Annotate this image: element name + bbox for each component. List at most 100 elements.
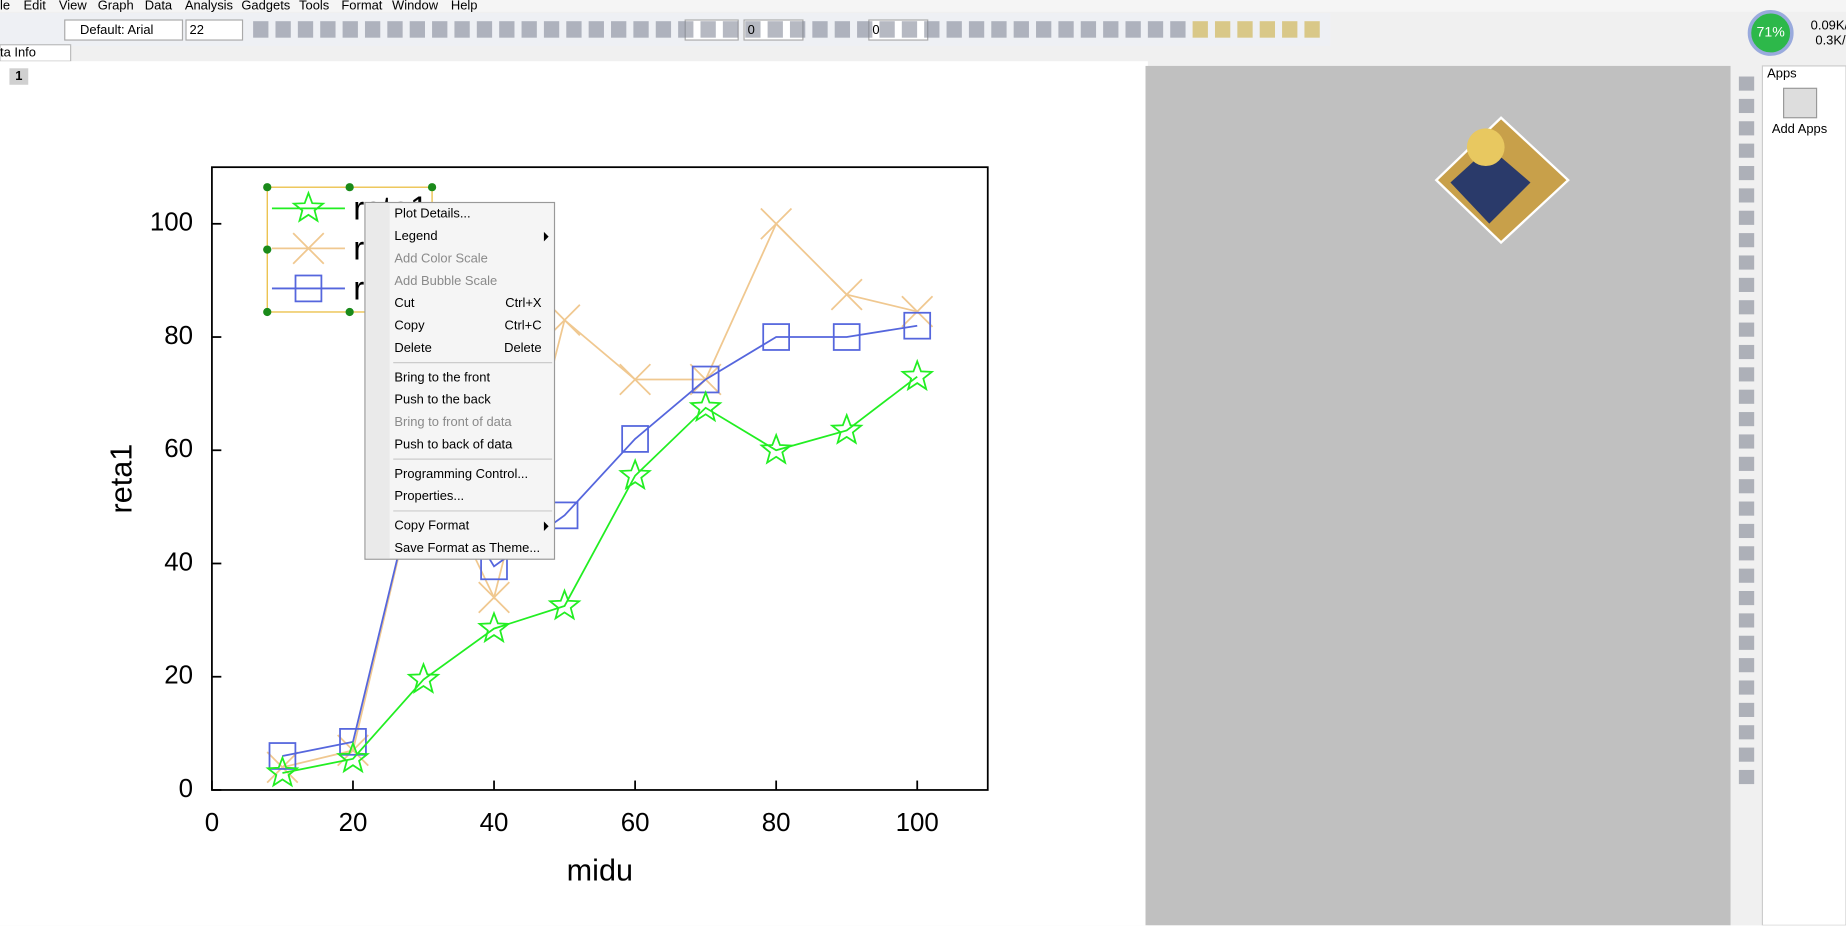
tool-button[interactable]: [275, 21, 291, 38]
tool-button[interactable]: [1738, 568, 1755, 583]
menu-item[interactable]: Tools: [299, 0, 329, 12]
tool-button[interactable]: [789, 21, 806, 38]
tool-button[interactable]: [655, 21, 672, 38]
tool-button[interactable]: [1738, 233, 1755, 248]
selection-handle[interactable]: [263, 307, 272, 317]
tool-button[interactable]: [476, 21, 493, 38]
tool-button[interactable]: [1738, 635, 1755, 650]
tool-button[interactable]: [342, 21, 358, 38]
tool-button[interactable]: [1738, 523, 1755, 539]
tool-button[interactable]: [253, 21, 269, 38]
tool-button[interactable]: [588, 21, 604, 38]
tool-button[interactable]: [1304, 21, 1320, 38]
tool-button[interactable]: [1738, 389, 1755, 404]
tool-button[interactable]: [1738, 412, 1755, 427]
tool-button[interactable]: [1192, 21, 1208, 38]
tool-button[interactable]: [320, 21, 336, 38]
menu-item[interactable]: Save Format as Theme...: [394, 540, 540, 555]
menu-item[interactable]: Copy Format: [394, 518, 469, 533]
tool-button[interactable]: [812, 21, 828, 38]
menu-item[interactable]: Format: [341, 0, 382, 12]
menu-item[interactable]: Analysis: [185, 0, 233, 12]
tool-button[interactable]: [454, 21, 470, 38]
tool-button[interactable]: [543, 21, 560, 38]
menu-item[interactable]: Graph: [98, 0, 134, 12]
selection-handle[interactable]: [427, 183, 437, 192]
tool-button[interactable]: [1738, 702, 1755, 717]
tool-button[interactable]: [879, 21, 895, 38]
tool-button[interactable]: [1738, 300, 1755, 315]
menu-item[interactable]: Data: [145, 0, 173, 12]
tool-button[interactable]: [521, 21, 537, 38]
line-width[interactable]: 0: [872, 22, 879, 37]
tool-button[interactable]: [1738, 546, 1755, 561]
tool-button[interactable]: [700, 21, 716, 38]
tool-button[interactable]: [1036, 21, 1052, 38]
menu-item[interactable]: le: [0, 0, 10, 12]
tool-button[interactable]: [566, 21, 582, 38]
tool-button[interactable]: [767, 21, 783, 38]
menu-item[interactable]: Delete: [394, 340, 431, 355]
tool-button[interactable]: [1125, 21, 1141, 38]
tool-button[interactable]: [722, 21, 739, 38]
menu-item[interactable]: Plot Details...: [394, 206, 470, 221]
tool-button[interactable]: [1738, 456, 1755, 471]
line-width[interactable]: 0: [748, 22, 755, 37]
menu-item[interactable]: Copy: [394, 318, 425, 333]
tool-button[interactable]: [409, 21, 426, 38]
tool-button[interactable]: [946, 21, 962, 38]
tool-button[interactable]: [432, 21, 448, 38]
tool-button[interactable]: [1259, 21, 1276, 38]
tool-button[interactable]: [1738, 210, 1755, 225]
menu-item[interactable]: Cut: [394, 295, 415, 310]
menu-item[interactable]: Properties...: [394, 488, 464, 503]
tool-button[interactable]: [1738, 121, 1755, 136]
tool-button[interactable]: [1738, 98, 1755, 114]
menu-item[interactable]: Help: [451, 0, 478, 12]
page-number[interactable]: 1: [15, 68, 22, 83]
tab-label[interactable]: ta Info: [0, 44, 36, 59]
tool-button[interactable]: [1738, 165, 1755, 181]
menu-item[interactable]: View: [59, 0, 87, 12]
menu-item[interactable]: Edit: [24, 0, 47, 12]
menu-item[interactable]: Push to the back: [394, 392, 491, 407]
selection-handle[interactable]: [345, 307, 354, 317]
selection-handle[interactable]: [263, 183, 272, 192]
selection-handle[interactable]: [263, 245, 272, 254]
selection-handle[interactable]: [345, 183, 354, 192]
tool-button[interactable]: [1738, 725, 1755, 740]
tool-button[interactable]: [364, 21, 381, 38]
tool-button[interactable]: [968, 21, 985, 38]
tool-button[interactable]: [1738, 680, 1755, 695]
tool-button[interactable]: [1738, 277, 1755, 292]
tool-button[interactable]: [633, 21, 649, 38]
tool-button[interactable]: [1147, 21, 1164, 38]
tool-button[interactable]: [901, 21, 918, 38]
tool-button[interactable]: [1738, 501, 1755, 516]
menu-item[interactable]: Push to back of data: [394, 436, 513, 451]
add-apps[interactable]: Add Apps: [1772, 121, 1827, 136]
tool-button[interactable]: [1738, 747, 1755, 762]
menu-item[interactable]: Legend: [394, 228, 437, 243]
tool-button[interactable]: [1738, 188, 1755, 203]
menu-item[interactable]: Window: [392, 0, 439, 12]
page-tab[interactable]: [9, 68, 29, 85]
tool-button[interactable]: [857, 21, 873, 38]
tool-button[interactable]: [1738, 613, 1755, 628]
tool-button[interactable]: [1237, 21, 1253, 38]
tool-button[interactable]: [1738, 76, 1755, 91]
tool-button[interactable]: [1738, 658, 1755, 673]
tool-button[interactable]: [924, 21, 940, 38]
tool-button[interactable]: [1738, 591, 1755, 606]
font-box[interactable]: [64, 19, 184, 41]
tool-button[interactable]: [1738, 255, 1755, 270]
tool-button[interactable]: [1738, 322, 1755, 337]
tool-button[interactable]: [499, 21, 515, 38]
tool-button[interactable]: [1738, 344, 1755, 360]
tab[interactable]: [0, 44, 72, 62]
tool-button[interactable]: [678, 21, 694, 38]
menu-item[interactable]: Bring to the front: [394, 369, 490, 384]
size-box[interactable]: [185, 19, 244, 41]
add-apps-icon[interactable]: [1783, 87, 1818, 119]
tool-button[interactable]: [387, 21, 403, 38]
